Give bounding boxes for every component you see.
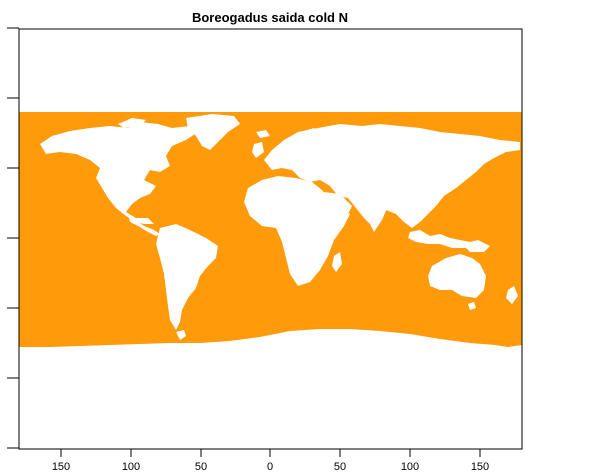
tasmania — [468, 302, 476, 310]
arctic-archipelago — [118, 118, 146, 128]
x-tick-label: 0 — [267, 461, 273, 472]
arabian-peninsula — [324, 192, 352, 214]
eurasia-landmass — [264, 124, 520, 228]
iceland — [256, 130, 270, 138]
map-title: Boreogadus saida cold N — [192, 10, 348, 25]
new-zealand — [506, 286, 518, 304]
british-isles — [252, 142, 264, 158]
india — [366, 198, 388, 232]
map-layer — [19, 112, 522, 347]
x-tick-label: 150 — [52, 461, 70, 472]
central-america — [128, 214, 160, 236]
x-tick-label: 100 — [401, 461, 419, 472]
x-axis: 150 100 50 0 50 100 150 — [52, 449, 489, 472]
x-tick-label: 50 — [334, 461, 346, 472]
new-guinea — [462, 240, 490, 252]
africa-landmass — [244, 176, 350, 286]
indonesia-islands — [408, 230, 470, 248]
x-tick-label: 50 — [195, 461, 207, 472]
greenland — [186, 114, 240, 150]
tierra-del-fuego — [176, 330, 186, 340]
x-tick-label: 150 — [471, 461, 489, 472]
scandinavia — [292, 128, 318, 150]
madagascar — [332, 252, 342, 272]
south-america-landmass — [156, 224, 218, 330]
japan — [448, 164, 462, 186]
y-axis-ticks — [7, 27, 19, 449]
australia-landmass — [428, 254, 486, 298]
baffin-island — [150, 130, 170, 146]
x-tick-label: 100 — [122, 461, 140, 472]
north-america-landmass — [40, 122, 198, 224]
